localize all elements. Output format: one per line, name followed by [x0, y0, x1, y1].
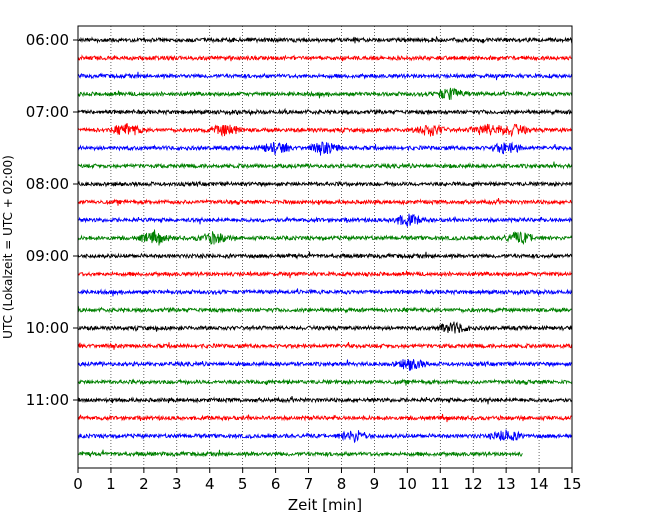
x-tick-label: 6: [271, 475, 281, 493]
x-tick-label: 4: [205, 475, 215, 493]
trace-group: [77, 36, 573, 458]
trace-0815: [77, 198, 573, 206]
x-tick-label: 1: [106, 475, 116, 493]
trace-0645: [77, 87, 573, 100]
y-tick-label: 07:00: [26, 103, 69, 121]
y-axis-ticks: 06:00 07:00 08:00 09:00 10:00 11:00: [26, 31, 78, 409]
x-tick-label: 12: [464, 475, 483, 493]
plot-frame: [77, 25, 573, 469]
trace-1115: [77, 413, 573, 423]
y-tick-label: 10:00: [26, 319, 69, 337]
x-tick-label: 8: [337, 475, 347, 493]
trace-0600: [77, 36, 573, 44]
trace-1045: [77, 378, 573, 386]
x-tick-label: 14: [530, 475, 549, 493]
trace-0830: [77, 213, 573, 227]
trace-0700: [77, 107, 573, 117]
x-tick-label: 3: [172, 475, 182, 493]
y-tick-label: 08:00: [26, 175, 69, 193]
x-tick-label: 2: [139, 475, 149, 493]
y-tick-label: 11:00: [26, 391, 69, 409]
trace-0800: [77, 180, 573, 188]
trace-1100: [77, 396, 573, 405]
trace-0615: [77, 54, 573, 62]
trace-0845: [77, 229, 573, 246]
trace-0745: [77, 161, 573, 170]
trace-1145: [77, 449, 523, 458]
x-axis-label: Zeit [min]: [288, 496, 362, 514]
trace-0730: [77, 141, 573, 156]
trace-0915: [77, 270, 573, 279]
trace-0715: [77, 122, 573, 138]
x-axis-ticks: 0 1 2 3 4 5 6 7 8 9 10 11 12 13 14 15: [73, 468, 582, 493]
trace-1130: [77, 429, 573, 444]
trace-0945: [77, 305, 573, 314]
trace-1030: [77, 359, 573, 371]
x-tick-label: 10: [398, 475, 417, 493]
x-tick-label: 7: [304, 475, 314, 493]
x-tick-label: 5: [238, 475, 248, 493]
trace-1015: [77, 341, 573, 350]
trace-1000: [77, 321, 573, 334]
x-tick-label: 15: [562, 475, 581, 493]
trace-0930: [77, 288, 573, 297]
trace-0900: [77, 251, 573, 260]
y-axis-label: UTC (Lokalzeit = UTC + 02:00): [1, 155, 15, 339]
x-tick-label: 0: [73, 475, 83, 493]
trace-0630: [77, 71, 573, 81]
y-tick-label: 06:00: [26, 31, 69, 49]
x-tick-label: 11: [431, 475, 450, 493]
y-tick-label: 09:00: [26, 247, 69, 265]
x-tick-label: 13: [497, 475, 516, 493]
x-tick-label: 9: [370, 475, 380, 493]
